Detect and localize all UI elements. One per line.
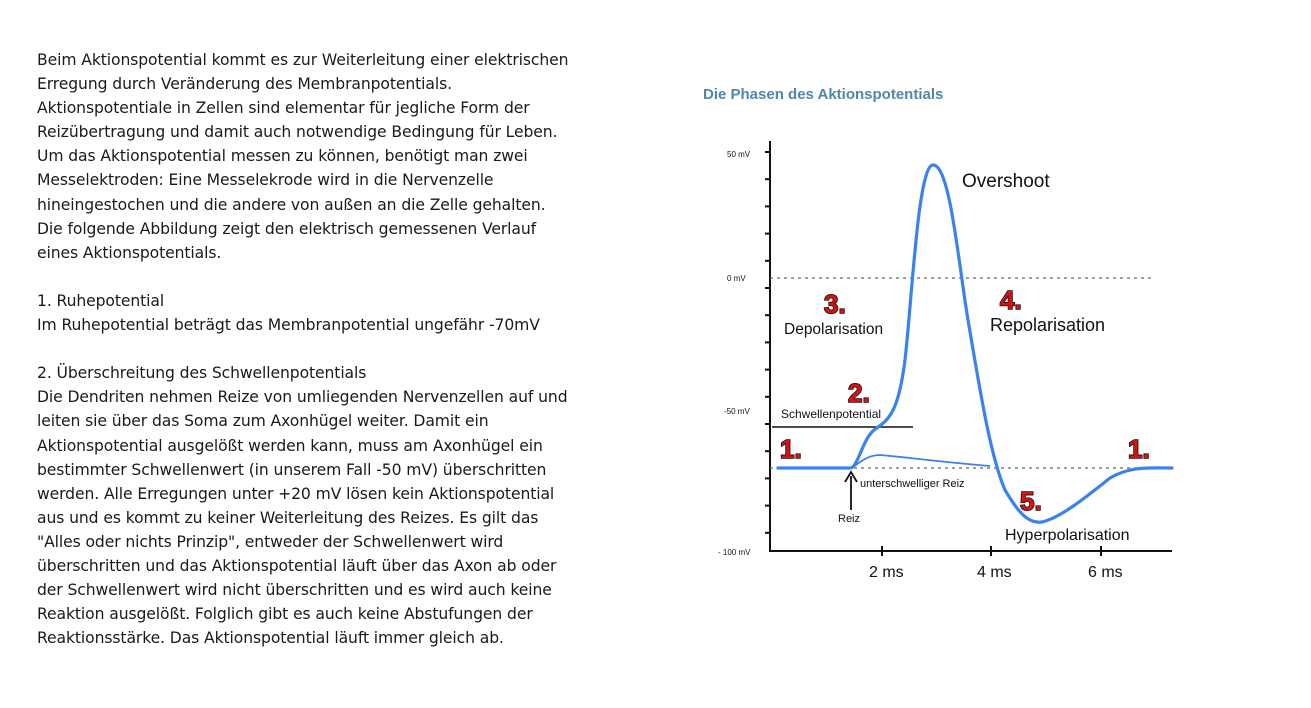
y-tick-label: 50 mV <box>727 150 751 159</box>
phase-number-2: 2. <box>848 378 870 408</box>
section2-line: der Schwellenwert wird nicht überschritt… <box>37 581 552 600</box>
section2-line: bestimmter Schwellenwert (in unserem Fal… <box>37 460 547 479</box>
article-text: Beim Aktionspotential kommt es zur Weite… <box>37 48 637 650</box>
x-tick-label: 4 ms <box>977 564 1012 581</box>
figure-title: Die Phasen des Aktionspotentials <box>703 86 944 103</box>
stimulus-arrowhead <box>844 470 858 483</box>
phase-number-3: 3. <box>824 289 846 319</box>
subthreshold-curve <box>851 454 991 469</box>
x-axis-ticks <box>881 546 1102 556</box>
schwellenpotential-label: Schwellenpotential <box>781 407 881 421</box>
intro-line: Um das Aktionspotential messen zu können… <box>37 147 528 166</box>
phase-number-4: 4. <box>1000 285 1022 315</box>
intro-line: Die folgende Abbildung zeigt den elektri… <box>37 219 537 238</box>
section2-line: leiten sie über das Soma zum Axonhügel w… <box>37 412 489 431</box>
section2-line: Reaktionsstärke. Das Aktionspotential lä… <box>37 629 504 648</box>
intro-line: hineingestochen und die andere von außen… <box>37 195 546 214</box>
section2-line: Die Dendriten nehmen Reize von umliegend… <box>37 388 568 407</box>
intro-line: eines Aktionspotentials. <box>37 243 222 262</box>
x-tick-label: 6 ms <box>1088 564 1123 581</box>
section2-line: Aktionspotential ausgelößt werden kann, … <box>37 436 543 455</box>
repolarisation-label: Repolarisation <box>990 315 1105 335</box>
depolarisation-label: Depolarisation <box>784 321 883 338</box>
action-potential-curve <box>776 163 1174 524</box>
phase-number-1-right: 1. <box>1128 434 1150 464</box>
reiz-label: Reiz <box>838 513 860 525</box>
y-axis-ticks <box>765 151 771 534</box>
intro-line: Messelektroden: Eine Messelekrode wird i… <box>37 171 494 190</box>
intro-line: Aktionspotentiale in Zellen sind element… <box>37 99 530 118</box>
y-tick-label: 0 mV <box>727 274 746 283</box>
intro-line: Reizübertragung und damit auch notwendig… <box>37 123 558 142</box>
x-tick-label: 2 ms <box>869 564 904 581</box>
section2-line: aus und es kommt zu keiner Weiterleitung… <box>37 508 539 527</box>
intro-line: Erregung durch Veränderung des Membranpo… <box>37 75 452 94</box>
section2-line: Reaktion ausgelößt. Folglich gibt es auc… <box>37 605 533 624</box>
overshoot-label: Overshoot <box>962 171 1050 192</box>
y-tick-label: -50 mV <box>724 407 750 416</box>
phase-number-5: 5. <box>1020 486 1042 516</box>
phase-number-1-left: 1. <box>780 434 802 464</box>
section2-line: überschritten und das Aktionspotential l… <box>37 556 557 575</box>
section2-line: "Alles oder nichts Prinzip", entweder de… <box>37 532 504 551</box>
intro-line: Beim Aktionspotential kommt es zur Weite… <box>37 51 569 69</box>
unterschwelliger-reiz-label: unterschwelliger Reiz <box>860 478 965 490</box>
section1-body: Im Ruhepotential beträgt das Membranpote… <box>37 316 540 335</box>
section1-heading: 1. Ruhepotential <box>37 291 165 310</box>
hyperpolarisation-label: Hyperpolarisation <box>1005 527 1130 544</box>
section2-paragraph: Die Dendriten nehmen Reize von umliegend… <box>37 385 637 650</box>
intro-paragraph: Beim Aktionspotential kommt es zur Weite… <box>37 48 637 265</box>
section2-heading: 2. Überschreitung des Schwellenpotential… <box>37 364 367 383</box>
section2-line: werden. Alle Erregungen unter +20 mV lös… <box>37 484 555 503</box>
y-tick-label: - 100 mV <box>718 548 751 557</box>
